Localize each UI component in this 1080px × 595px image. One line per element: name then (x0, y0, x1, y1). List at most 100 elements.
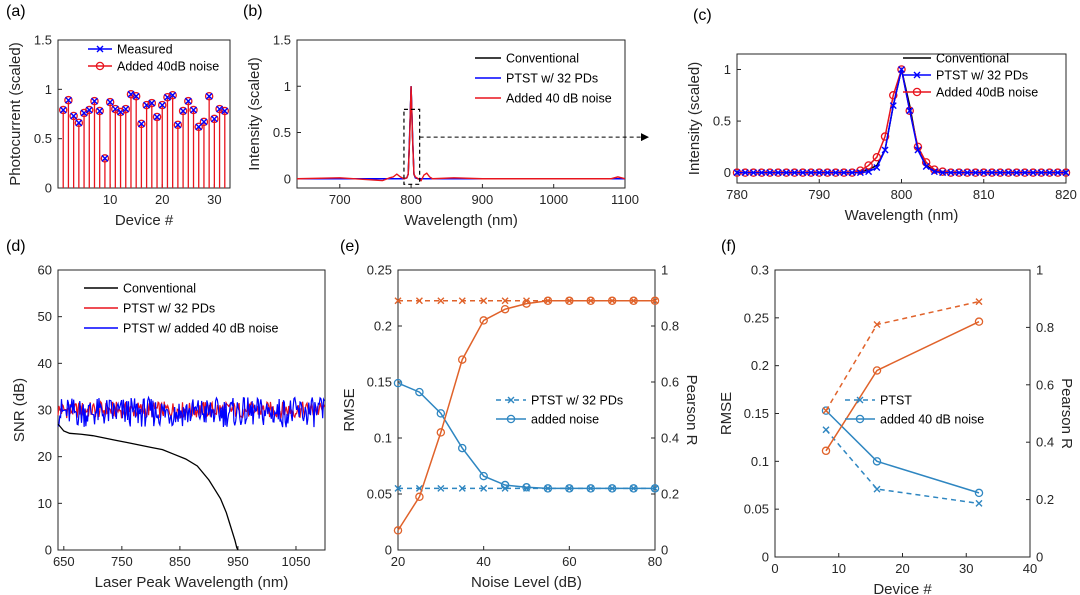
series-marker (864, 161, 873, 170)
x-tick-label: 750 (111, 554, 133, 569)
series-marker (1062, 169, 1070, 177)
series-marker (733, 169, 741, 177)
series-marker (415, 387, 424, 397)
series-marker (436, 428, 446, 437)
x-tick-label: 60 (562, 554, 576, 569)
x-tick-label: 40 (476, 554, 490, 569)
series-marker (1037, 169, 1045, 177)
stem-point-measured (205, 92, 213, 100)
stem-point-noise (121, 104, 131, 114)
y-tick-label: 50 (38, 309, 52, 324)
legend-label: PTST w/ 32 PDs (531, 394, 623, 408)
series-marker (607, 484, 617, 493)
series-marker (393, 378, 403, 388)
legend-marker (855, 414, 865, 424)
panel-f: (f)0 10 20 30 4000.050.10.150.20.250.3Device… (718, 238, 1075, 595)
panel-d: (d) 650 750 850 950 1050 0 10 20 30 40 50 60 Laser Pe… (6, 238, 326, 591)
y-axis-label: RMSE (341, 388, 358, 431)
panel-c: (c) 780 790 800 810 820 0 0.5 1 Wavelength (nm) In… (686, 7, 1077, 224)
x-tick-label: 20 (155, 192, 169, 207)
series-marker (565, 296, 574, 306)
x-axis-label: Wavelength (nm) (845, 207, 959, 224)
y-tick-label: 0.2 (751, 358, 769, 373)
series-marker (821, 446, 831, 456)
y-tick-label: 1 (284, 79, 291, 94)
stem-point-measured (148, 99, 156, 107)
series-marker (501, 297, 509, 305)
legend-marker (913, 71, 921, 79)
stem-point-measured (200, 118, 208, 126)
x-axis-label: Device # (873, 581, 932, 595)
series-marker (437, 297, 445, 305)
stem-point-measured (122, 105, 130, 113)
series-marker (930, 168, 938, 176)
series-marker (500, 480, 510, 490)
series-marker (782, 169, 790, 177)
y-tick-label: 0 (724, 165, 731, 180)
y-tick-label: 0 (45, 181, 52, 196)
y-right-tick-label: 0.4 (661, 431, 679, 446)
x-tick-label: 80 (648, 554, 662, 569)
y-right-tick-label: 0.2 (661, 487, 679, 502)
y-right-tick-label: 0.6 (661, 375, 679, 390)
series-marker (415, 297, 423, 305)
y-axis-label: Photocurrent (scaled) (7, 42, 24, 185)
series-marker (437, 484, 445, 492)
series-marker (629, 296, 638, 306)
y-right-tick-label: 0 (661, 543, 668, 558)
series-marker (766, 169, 774, 177)
stem-point-noise (178, 106, 188, 116)
series-marker (522, 483, 531, 492)
series-marker (832, 169, 840, 177)
series-marker (914, 146, 922, 154)
legend-marker (506, 414, 516, 424)
zoom-box (403, 108, 421, 185)
y-tick-label: 0.05 (744, 502, 769, 517)
series-marker (758, 169, 766, 177)
stem-point-measured (153, 113, 161, 121)
y-right-tick-label: 1 (661, 263, 668, 278)
x-tick-label: 810 (973, 187, 995, 202)
y-tick-label: 0.25 (367, 263, 392, 278)
legend-label: added 40 dB noise (880, 413, 984, 427)
stem-point-noise (58, 105, 68, 115)
series-line (397, 300, 655, 531)
series-marker (1021, 169, 1029, 177)
panel-label: (d) (6, 238, 26, 255)
series-marker (586, 484, 596, 493)
legend-marker (912, 87, 922, 97)
stem-point-noise (189, 105, 198, 115)
y-right-tick-label: 0.6 (1036, 377, 1054, 392)
series-marker (500, 304, 510, 314)
series-marker (479, 471, 488, 481)
stem-point-noise (152, 112, 162, 122)
series-marker (586, 296, 596, 306)
plot-lines (297, 86, 625, 182)
series-marker (565, 484, 574, 493)
series-marker (996, 169, 1004, 177)
legend-label: added noise (531, 413, 599, 427)
series-line (57, 395, 325, 428)
series-marker (947, 169, 955, 177)
series-marker (856, 169, 864, 177)
x-axis-label: Laser Peak Wavelength (nm) (95, 574, 289, 591)
plot-area-frame (397, 269, 656, 551)
stem-point-noise (210, 114, 219, 124)
y-tick-label: 0.5 (273, 125, 291, 140)
y-tick-label: 1 (45, 82, 52, 97)
series-marker (607, 296, 617, 306)
series-marker (872, 366, 882, 375)
series-marker (415, 492, 424, 502)
legend-label: PTST w/ added 40 dB noise (123, 322, 278, 336)
series-marker (906, 107, 914, 115)
x-tick-label: 850 (169, 554, 191, 569)
x-tick-label: 800 (891, 187, 913, 202)
panel-b: (b) 700 800 900 1000 1100 0 0.5 1 1.5 Wavelength (… (243, 3, 649, 229)
series-marker (872, 457, 882, 466)
series-marker (980, 169, 988, 177)
legend-label: Added 40 dB noise (506, 92, 612, 106)
x-tick-label: 20 (391, 554, 405, 569)
y-tick-label: 20 (38, 449, 52, 464)
series-marker (799, 169, 807, 177)
stem-point-measured (106, 98, 114, 106)
